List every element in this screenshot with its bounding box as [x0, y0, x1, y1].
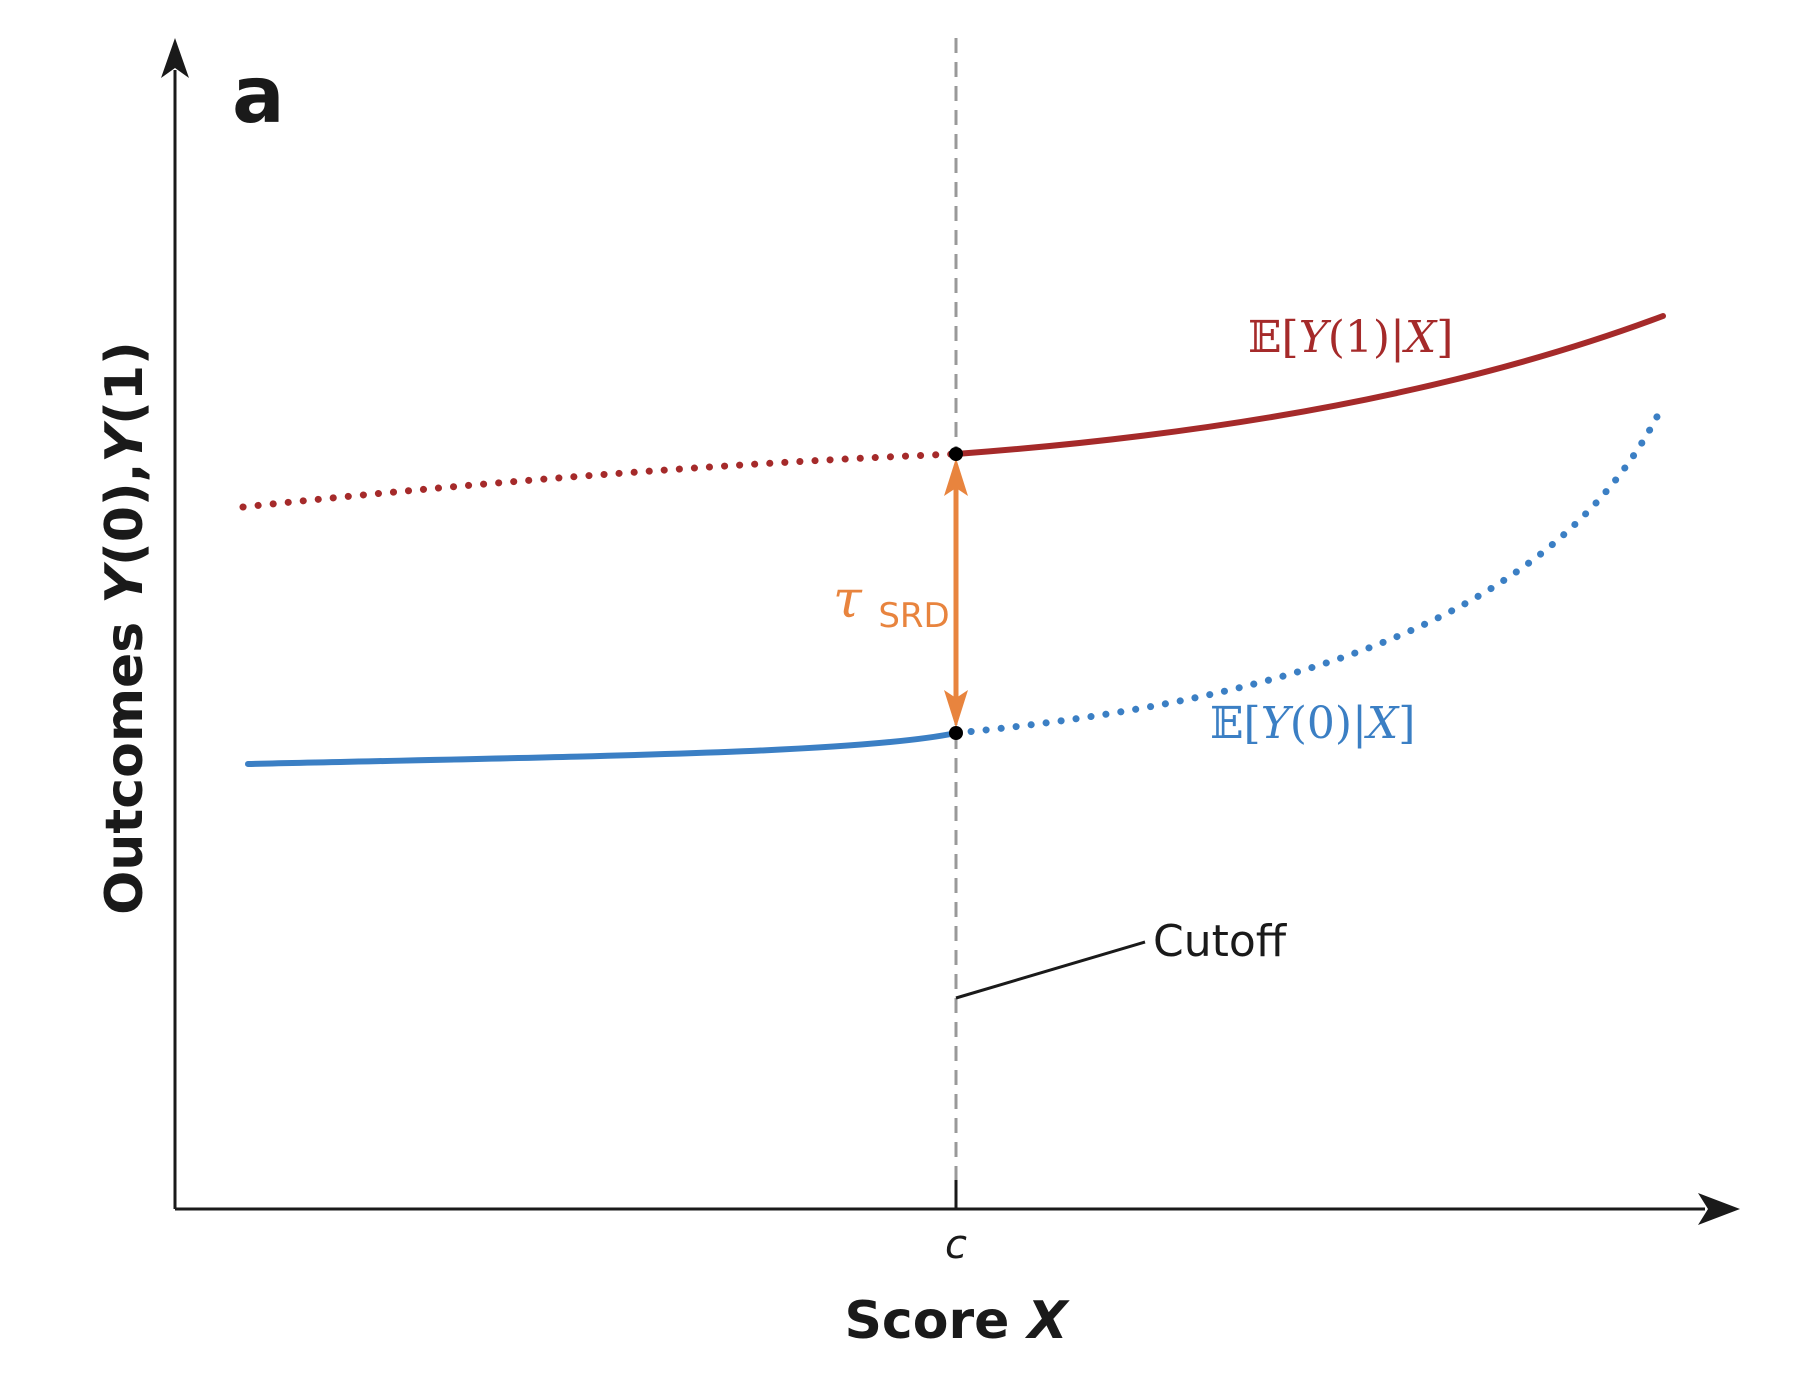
control-limit-point	[949, 726, 963, 740]
control-curve-label: 𝔼[Y(0)|X]	[1210, 698, 1415, 749]
x-axis-label: Score X	[844, 1291, 1070, 1351]
treated-limit-point	[949, 447, 963, 461]
cutoff-label: Cutoff	[1153, 916, 1288, 967]
y-axis-arrow-head	[161, 38, 189, 78]
tau-symbol: τ	[833, 570, 863, 630]
panel-label: a	[232, 51, 285, 141]
cutoff-tick-label: c	[945, 1222, 967, 1268]
control-curve-extrapolated	[952, 401, 1667, 737]
effect-arrow-head-down	[944, 690, 968, 728]
control-curve-observed	[245, 730, 959, 767]
treatment-effect-arrow	[944, 458, 968, 728]
treated-curve-extrapolated	[239, 450, 960, 511]
tau-subscript: SRD	[878, 596, 949, 636]
axes	[161, 38, 1740, 1225]
y-axis-label: Outcomes Y(0),Y(1)	[95, 341, 155, 915]
cutoff-callout-line	[955, 940, 1146, 1000]
treated-curve-observed	[953, 313, 1666, 457]
effect-arrow-head-up	[944, 458, 968, 496]
tau-label: τ SRD	[833, 570, 950, 636]
treated-curve-label: 𝔼[Y(1)|X]	[1248, 312, 1453, 363]
x-axis-arrow-head	[1698, 1193, 1740, 1225]
